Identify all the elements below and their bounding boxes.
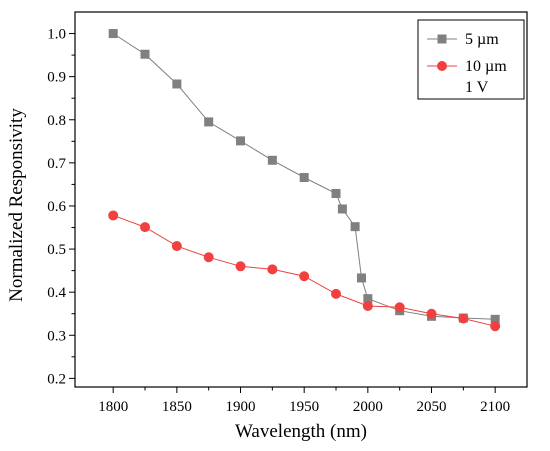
x-tick-label: 2000: [353, 399, 383, 415]
y-tick-label: 0.7: [47, 156, 66, 172]
data-point: [204, 117, 214, 127]
data-point: [236, 136, 246, 146]
y-tick-label: 0.8: [47, 113, 66, 129]
legend-label-0: 5 µm: [465, 31, 499, 48]
legend: 5 µm 10 µm 1 V: [417, 19, 525, 100]
series-line-1: [113, 214, 496, 327]
y-tick-label: 0.5: [47, 242, 66, 258]
y-tick-label: 0.9: [47, 70, 66, 86]
x-tick-label: 2050: [417, 399, 447, 415]
legend-items: 5 µm 10 µm: [427, 31, 507, 75]
data-point: [235, 261, 246, 272]
legend-marker-1: [437, 61, 447, 71]
y-tick-label: 0.6: [47, 199, 66, 215]
data-point: [203, 252, 214, 263]
x-tick-label: 1800: [98, 399, 128, 415]
data-point: [490, 321, 501, 332]
data-point: [362, 300, 373, 311]
x-tick-label: 1950: [289, 399, 319, 415]
series-line-0: [112, 33, 496, 320]
x-tick-label: 2100: [480, 399, 510, 415]
data-point: [140, 222, 151, 233]
x-tick-label: 1850: [162, 399, 192, 415]
y-tick-label: 0.2: [47, 371, 66, 387]
data-point: [108, 29, 118, 39]
data-point: [426, 308, 437, 319]
y-tick-label: 0.3: [47, 328, 66, 344]
y-tick-label: 1.0: [47, 27, 66, 43]
data-point: [350, 222, 360, 232]
y-tick-label: 0.4: [47, 285, 66, 301]
data-point: [337, 204, 347, 214]
data-point: [356, 273, 366, 283]
data-point: [299, 271, 310, 282]
data-point: [331, 288, 342, 299]
data-point: [267, 155, 277, 165]
data-point: [299, 173, 309, 183]
legend-marker-0: [437, 34, 447, 44]
plot-frame: [74, 11, 528, 388]
legend-box: [417, 19, 525, 100]
data-point: [394, 302, 405, 313]
data-point: [172, 79, 182, 89]
data-point: [171, 241, 182, 252]
y-axis-title: Normalized Responsivity: [6, 108, 27, 302]
plot-area: 1800 1850 1900 1950 2000 2050 2100 0.2 0.3 0.4 0.5…: [47, 11, 528, 415]
data-point: [490, 314, 500, 324]
data-point: [331, 188, 341, 198]
data-point: [108, 210, 119, 221]
legend-note: 1 V: [465, 79, 489, 96]
legend-label-1: 10 µm: [465, 58, 507, 75]
data-point: [363, 294, 373, 304]
x-axis-title: Wavelength (nm): [235, 421, 367, 442]
x-tick-label: 1900: [226, 399, 256, 415]
data-point: [267, 264, 278, 275]
data-point: [140, 49, 150, 59]
data-point: [458, 313, 469, 324]
series-1: [108, 210, 501, 332]
